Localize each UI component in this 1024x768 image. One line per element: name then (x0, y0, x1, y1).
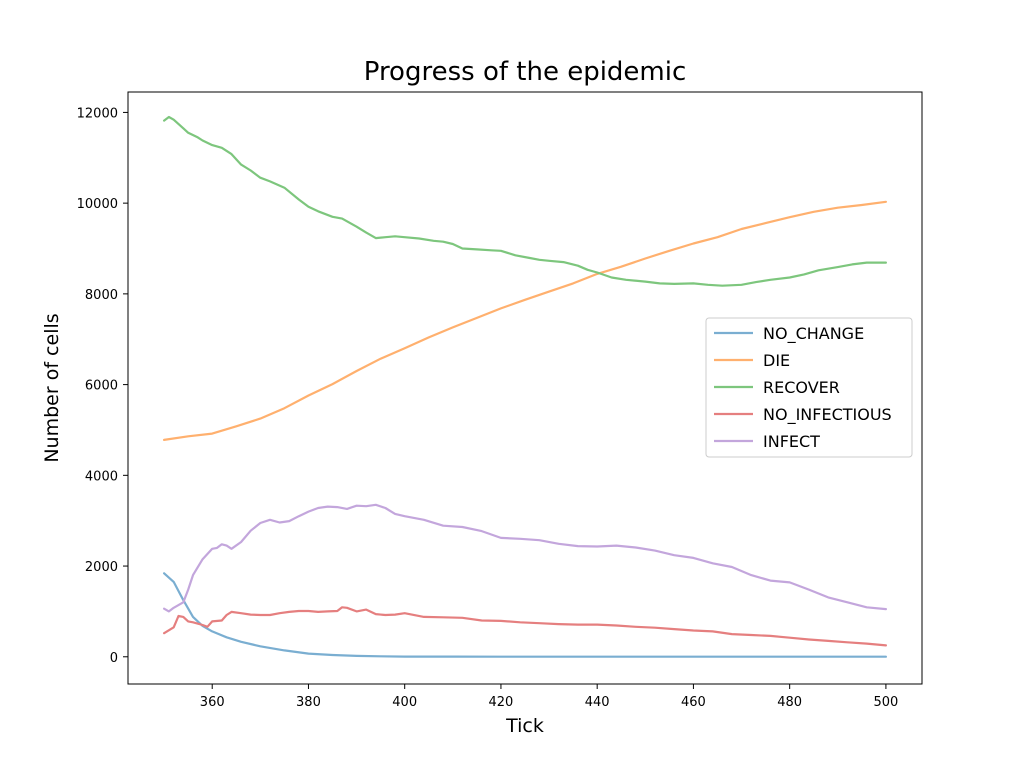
x-tick-label: 360 (200, 695, 225, 710)
y-tick-label: 2000 (85, 560, 118, 575)
legend-label: DIE (763, 351, 790, 370)
legend: NO_CHANGE DIE RECOVER NO_INFECTIOUS INFECT (705, 317, 913, 458)
x-tick-label: 400 (392, 695, 417, 710)
y-tick-label: 6000 (85, 379, 118, 394)
legend-label: INFECT (763, 432, 820, 451)
x-tick-label: 440 (585, 695, 610, 710)
series-line-infect (163, 503, 887, 613)
series-layer (163, 115, 887, 658)
legend-label: NO_CHANGE (763, 324, 864, 344)
chart-title: Progress of the epidemic (364, 57, 687, 87)
x-axis-label: Tick (505, 715, 544, 737)
y-axis-label: Number of cells (41, 313, 63, 462)
legend-label: NO_INFECTIOUS (763, 405, 892, 425)
x-tick-label: 420 (489, 695, 514, 710)
legend-box (705, 317, 913, 458)
x-tick-label: 480 (777, 695, 802, 710)
y-tick-label: 12000 (77, 106, 118, 121)
series-line-no-infectious (163, 606, 887, 647)
x-tick-label: 500 (873, 695, 898, 710)
legend-label: RECOVER (763, 378, 840, 397)
y-tick-label: 4000 (85, 469, 118, 484)
series-line-recover (163, 115, 887, 287)
series-line-no-change (163, 572, 887, 658)
x-tick-label: 460 (681, 695, 706, 710)
y-tick-label: 10000 (77, 197, 118, 212)
y-tick-label: 8000 (85, 288, 118, 303)
y-tick-label: 0 (110, 651, 118, 666)
plot-frame (127, 91, 923, 685)
axes-layer: 360 380 400 420 440 460 480 500 0 2000 4000 6000 800… (77, 91, 923, 710)
series-line-die (163, 200, 887, 441)
x-tick-label: 380 (296, 695, 321, 710)
